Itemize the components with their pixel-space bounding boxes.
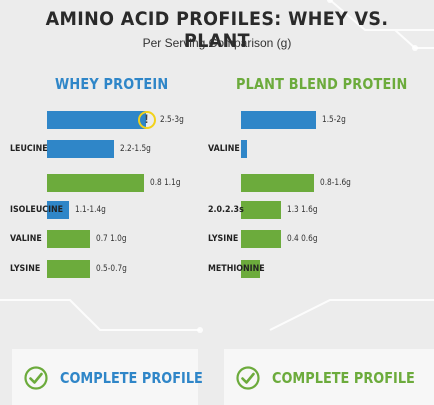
plant-column-title: PLANT BLEND PROTEIN — [236, 75, 408, 93]
check-circle-icon — [24, 366, 48, 390]
whey-row-label-5: VALINE — [10, 234, 42, 244]
plant-bar-1 — [241, 111, 316, 129]
whey-bar-4 — [47, 201, 69, 219]
plant-value-label-1: 1.5-2g — [322, 115, 346, 125]
page-subtitle: Per Serving Comparison (g) — [142, 36, 292, 50]
page-title: AMINO ACID PROFILES: WHEY VS. PLANT — [45, 8, 389, 52]
plant-complete-profile-label: COMPLETE PROFILE — [272, 369, 415, 387]
whey-bar-2 — [47, 140, 114, 158]
plant-value-label-3: 0.8-1.6g — [320, 178, 351, 188]
whey-row-label-6: LYSINE — [10, 264, 41, 274]
plant-complete-profile-card: COMPLETE PROFILE — [224, 349, 434, 405]
whey-column-title: WHEY PROTEIN — [55, 75, 169, 93]
plant-row-label-4: 2.0.2.3s — [208, 205, 244, 215]
plant-bar-5 — [241, 230, 281, 248]
plant-value-label-4: 1.3 1.6g — [287, 205, 318, 215]
whey-bar-6 — [47, 260, 90, 278]
exclamation-icon: ! — [144, 112, 149, 126]
whey-value-label-4: 1.1-1.4g — [75, 205, 106, 215]
plant-value-label-5: 0.4 0.6g — [287, 234, 318, 244]
whey-value-label-6: 0.5-0.7g — [96, 264, 127, 274]
plant-bar-4 — [241, 201, 281, 219]
whey-bar-1 — [47, 111, 146, 129]
plant-row-label-2: VALINE — [208, 144, 240, 154]
whey-highlight-marker: ! — [138, 111, 156, 129]
whey-bar-3 — [47, 174, 144, 192]
whey-complete-profile-card: COMPLETE PROFILE — [12, 349, 203, 405]
whey-value-label-2: 2.2-1.5g — [120, 144, 151, 154]
whey-bar-5 — [47, 230, 90, 248]
plant-row-label-6: METHIONINE — [208, 264, 265, 274]
plant-bar-3 — [241, 174, 314, 192]
plant-row-label-5: LYSINE — [208, 234, 239, 244]
whey-complete-profile-label: COMPLETE PROFILE — [60, 369, 203, 387]
plant-bar-2 — [241, 140, 247, 158]
check-circle-icon — [236, 366, 260, 390]
whey-value-label-3: 0.8 1.1g — [150, 178, 181, 188]
whey-row-label-4: ISOLEUCINE — [10, 205, 64, 215]
plant-bar-6 — [241, 260, 260, 278]
whey-row-label-2: LEUCINE — [10, 144, 48, 154]
whey-value-label-5: 0.7 1.0g — [96, 234, 127, 244]
whey-value-label-1: 2.5-3g — [160, 115, 184, 125]
